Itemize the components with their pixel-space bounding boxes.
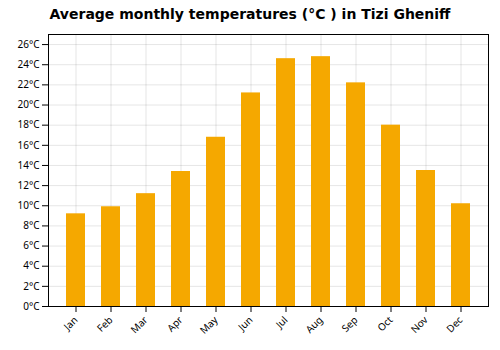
svg-text:0°C: 0°C — [23, 299, 40, 313]
html-text:Average monthly temperatures (: Average monthly temperatures (°C ) in Ti… — [49, 6, 451, 22]
svg-text:Sep: Sep — [338, 313, 360, 335]
svg-text:Oct: Oct — [374, 313, 396, 335]
svg-text:Feb: Feb — [93, 313, 115, 335]
svg-text:Mar: Mar — [127, 313, 150, 336]
svg-text:22°C: 22°C — [17, 77, 40, 91]
svg-text:Jan: Jan — [60, 313, 81, 334]
svg-text:Nov: Nov — [407, 312, 431, 336]
svg-text:May: May — [196, 312, 221, 337]
svg-text:16°C: 16°C — [17, 138, 40, 152]
svg-text:Aug: Aug — [302, 313, 325, 336]
svg-text:Jun: Jun — [234, 313, 255, 334]
svg-text:4°C: 4°C — [23, 258, 40, 272]
svg-text:12°C: 12°C — [17, 178, 40, 192]
svg-text:24°C: 24°C — [17, 57, 40, 71]
svg-text:Apr: Apr — [164, 313, 186, 335]
svg-text:10°C: 10°C — [17, 198, 40, 212]
svg-text:6°C: 6°C — [23, 238, 40, 252]
svg-text:Dec: Dec — [443, 313, 466, 336]
svg-text:18°C: 18°C — [17, 117, 40, 131]
svg-text:8°C: 8°C — [23, 218, 40, 232]
svg-text:26°C: 26°C — [17, 37, 40, 51]
svg-text:2°C: 2°C — [23, 279, 40, 293]
svg-text:Jul: Jul — [272, 313, 291, 332]
svg-text:20°C: 20°C — [17, 97, 40, 111]
svg-text:14°C: 14°C — [17, 158, 40, 172]
